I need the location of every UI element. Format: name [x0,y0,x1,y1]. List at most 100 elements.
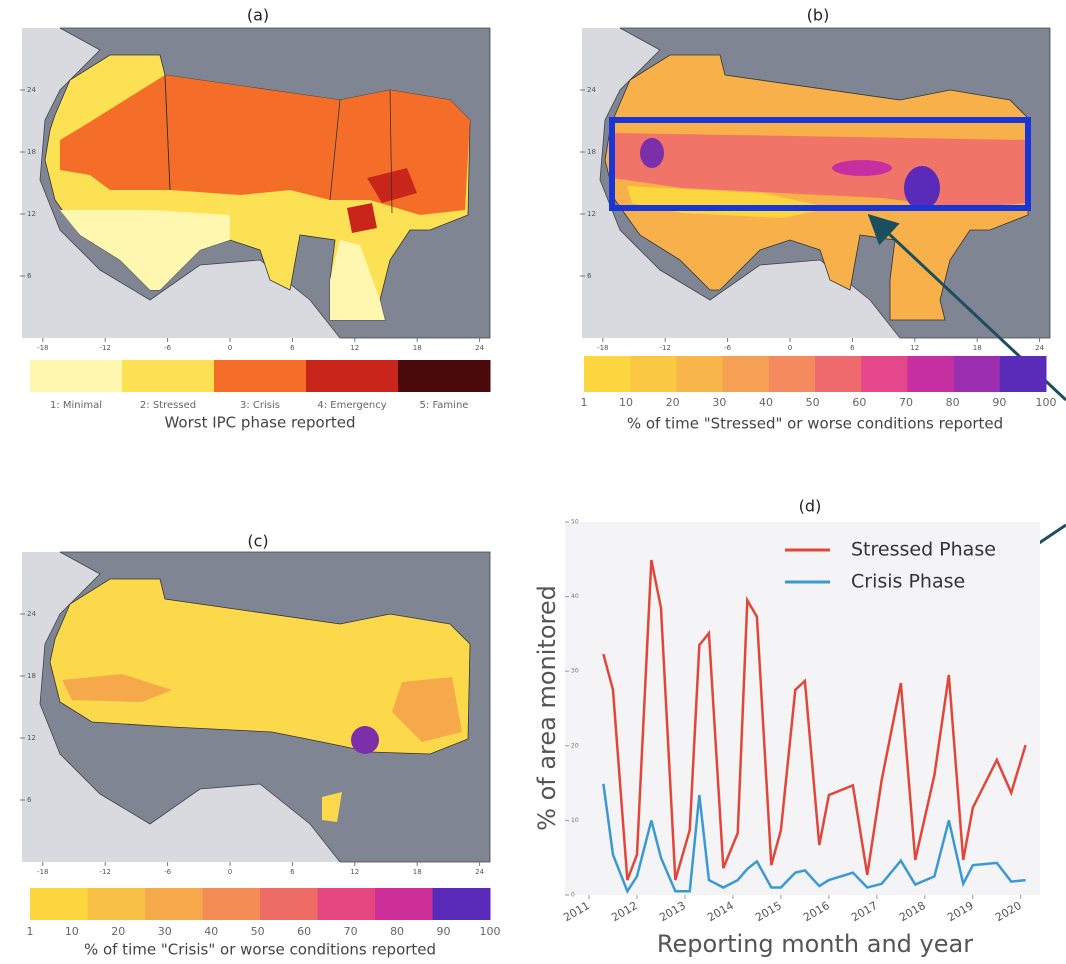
colorbar-tick-label: 80 [946,396,960,409]
colorbar-label: 5: Famine [420,400,469,411]
x-tick-label: 6 [290,344,295,352]
panel-label: (b) [807,6,830,25]
x-tick-label: 18 [973,344,982,352]
colorbar-swatch [306,360,399,392]
colorbar-tick-label: 70 [344,925,358,938]
colorbar-tick-label: 60 [297,925,311,938]
colorbar-tick-label: 20 [666,396,680,409]
x-axis-label: Reporting month and year [657,930,973,958]
y-axis-label: % of area monitored [533,585,561,831]
colorbar-tick-label: 50 [251,925,265,938]
x-tick-label: 18 [413,868,422,876]
colorbar-swatch [30,360,123,392]
map-a [21,27,491,339]
colorbar-swatch [260,888,318,920]
x-tick-label: 6 [850,344,855,352]
colorbar-swatch [122,360,215,392]
map-b [581,27,1051,339]
x-tick-label: 2019 [945,899,976,924]
colorbar-tick-label: 90 [437,925,451,938]
y-tick-label: 18 [587,148,596,156]
series-line [602,783,1026,894]
colorbar-swatch [584,356,631,392]
x-tick-label: -12 [99,868,110,876]
x-tick-label: 24 [1035,344,1044,352]
x-tick-label: 2020 [993,899,1024,924]
colorbar-swatch [398,360,491,392]
x-tick-label: -18 [597,344,608,352]
colorbar-tick-label: 30 [712,396,726,409]
colorbar-swatch [815,356,862,392]
colorbar-tick-label: 20 [111,925,125,938]
x-tick-label: 0 [228,868,232,876]
x-tick-label: 2011 [561,899,592,924]
y-tick-label: 24 [27,610,36,618]
x-tick-label: -6 [164,344,172,352]
x-tick-label: -6 [724,344,732,352]
x-tick-label: -12 [99,344,110,352]
y-tick-label: 0 [571,892,575,899]
x-tick-label: 2017 [849,899,880,924]
colorbar-swatch [145,888,203,920]
y-tick-label: 30 [571,668,579,675]
colorbar-swatch [722,356,770,392]
y-tick-label: 24 [587,86,596,94]
x-tick-label: 2012 [609,899,640,924]
y-tick-label: 6 [27,272,32,280]
colorbar-tick-label: 40 [759,396,773,409]
x-tick-label: 2016 [801,899,832,924]
colorbar-swatch [432,888,491,920]
x-tick-label: 6 [290,868,295,876]
y-tick-label: 12 [27,210,36,218]
x-tick-label: -18 [37,868,48,876]
colorbar-tick-label: 80 [390,925,404,938]
y-tick-label: 18 [27,148,36,156]
plot-area [565,522,1040,895]
colorbar-swatch [87,888,146,920]
colorbar-swatch [907,356,955,392]
x-tick-label: 2013 [657,899,688,924]
colorbar-tick-label: 60 [852,396,866,409]
y-tick-label: 20 [571,742,579,749]
x-tick-label: 2015 [753,899,784,924]
x-tick-label: 2014 [705,899,736,924]
colorbar-label: 3: Crisis [240,400,280,411]
y-tick-label: 40 [571,593,579,600]
panel-label: (a) [247,6,269,25]
colorbar-swatch [953,356,1001,392]
y-tick-label: 18 [27,672,36,680]
colorbar-tick-label: 1 [581,396,588,409]
x-tick-label: 24 [475,344,484,352]
legend-label: Crisis Phase [851,571,965,593]
colorbar-label: 1: Minimal [50,400,102,411]
x-tick-label: 24 [475,868,484,876]
panel-label: (c) [247,532,268,551]
colorbar-title: % of time "Crisis" or worse conditions r… [84,941,436,959]
colorbar-tick-label: 1 [27,925,34,938]
y-tick-label: 50 [571,519,579,526]
colorbar-swatch [676,356,724,392]
colorbar-swatch [30,888,88,920]
y-tick-label: 6 [27,796,32,804]
y-tick-label: 12 [587,210,596,218]
x-tick-label: 12 [350,868,359,876]
colorbar-swatch [214,360,307,392]
x-tick-label: -12 [659,344,670,352]
colorbar-swatch [861,356,908,392]
colorbar-tick-label: 40 [204,925,218,938]
x-tick-label: 0 [228,344,232,352]
x-tick-label: 18 [413,344,422,352]
x-tick-label: -6 [164,868,172,876]
colorbar-swatch [999,356,1047,392]
y-tick-label: 24 [27,86,36,94]
x-tick-label: 2018 [897,899,928,924]
colorbar-tick-label: 90 [992,396,1006,409]
colorbar-tick-label: 70 [899,396,913,409]
colorbar-title: Worst IPC phase reported [164,414,355,432]
y-tick-label: 10 [571,817,579,824]
colorbar-tick-label: 10 [619,396,633,409]
map-c [21,551,491,863]
colorbar-tick-label: 100 [1036,396,1057,409]
colorbar-tick-label: 100 [480,925,501,938]
